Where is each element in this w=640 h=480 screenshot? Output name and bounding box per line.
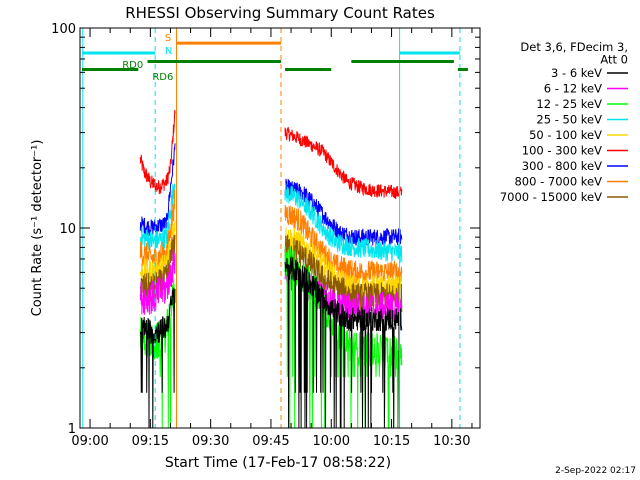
legend-entry-label: 50 - 100 keV [529, 128, 602, 142]
series-3-6-keV-segment-2 [284, 256, 403, 428]
y-tick-label: 100 [51, 22, 76, 37]
legend-entry-label: 100 - 300 keV [522, 144, 602, 158]
series-group [139, 110, 403, 428]
series-800-7000-keV-segment-1 [139, 189, 176, 273]
night-label: N [165, 46, 172, 57]
date-stamp: 2-Sep-2022 02:17 [555, 466, 636, 476]
legend-entry-label: 25 - 50 keV [536, 113, 602, 127]
x-tick-label: 09:15 [132, 434, 169, 449]
y-tick-label: 1 [68, 422, 76, 437]
series-25-50-keV-segment-1 [139, 183, 176, 252]
legend-entry-label: 3 - 6 keV [551, 66, 602, 80]
legend-header-line-2: Att 0 [600, 53, 628, 67]
y-tick-label: 10 [59, 222, 76, 237]
legend-entry-label: 300 - 800 keV [522, 159, 602, 173]
rd0-label: RD0 [122, 60, 143, 71]
y-axis-label: Count Rate (s⁻¹ detector⁻¹) [30, 140, 45, 317]
legend-entry-label: 6 - 12 keV [544, 82, 602, 96]
series-25-50-keV-segment-2 [284, 183, 403, 263]
x-tick-label: 10:15 [373, 434, 410, 449]
series-50-100-keV-segment-2 [284, 226, 402, 302]
rd6-label: RD6 [152, 72, 173, 83]
series-100-300-keV-segment-2 [284, 126, 403, 200]
x-tick-label: 09:00 [71, 434, 108, 449]
saa-label: S [165, 33, 171, 44]
legend-entry-label: 12 - 25 keV [536, 97, 602, 111]
series-6-12-keV-segment-1 [139, 249, 176, 315]
legend-entry-label: 800 - 7000 keV [514, 175, 602, 189]
series-3-6-keV-segment-1 [139, 287, 176, 428]
x-tick-label: 10:00 [313, 434, 350, 449]
x-tick-label: 09:30 [192, 434, 229, 449]
series-800-7000-keV-segment-2 [284, 204, 403, 286]
plot-area: SN RD0 RD6 1 10 100 09:00 09:15 09:30 09:45 10:00 1… [51, 22, 481, 449]
chart-title: RHESSI Observing Summary Count Rates [125, 4, 435, 22]
legend-header-line-1: Det 3,6, FDecim 3, [520, 40, 628, 54]
x-tick-label: 09:45 [252, 434, 289, 449]
x-axis-label: Start Time (17-Feb-17 08:58:22) [165, 455, 391, 471]
series-100-300-keV-segment-1 [139, 110, 176, 195]
legend-entry-label: 7000 - 15000 keV [500, 190, 602, 204]
x-tick-label: 10:30 [433, 434, 470, 449]
legend: Det 3,6, FDecim 3,Att 03 - 6 keV 6 - 12 k… [500, 40, 628, 204]
